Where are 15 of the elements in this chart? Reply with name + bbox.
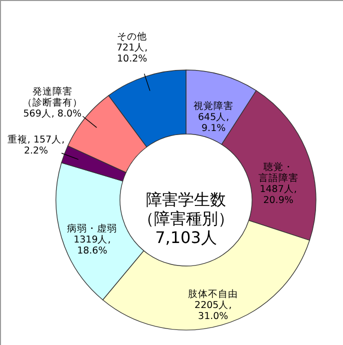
slice-label: 聴覚・言語障害 [258, 161, 298, 184]
text: 障害学生数（障害種別） [138, 190, 234, 228]
slice-label: 発達障害（診断書有） [22, 86, 82, 109]
slice-label: 重複, 157人, 2.2% [7, 133, 65, 156]
slice-label: 視覚障害 [194, 100, 234, 112]
data-label: 645人, 9.1% [198, 112, 230, 134]
data-label: 1319人, 18.6% [74, 234, 111, 256]
slice-label: 病弱・虚弱 [67, 222, 118, 234]
data-label: 721人, 10.2% [116, 42, 148, 65]
data-label: 1487人, 20.9% [260, 184, 297, 206]
slice-label: その他 [117, 30, 148, 43]
data-label: 569人, 8.0% [23, 108, 82, 120]
text: 7,103人 [155, 228, 217, 247]
data-label: 2205人, 31.0% [194, 300, 232, 322]
slice-label: 肢体不自由 [188, 288, 238, 300]
